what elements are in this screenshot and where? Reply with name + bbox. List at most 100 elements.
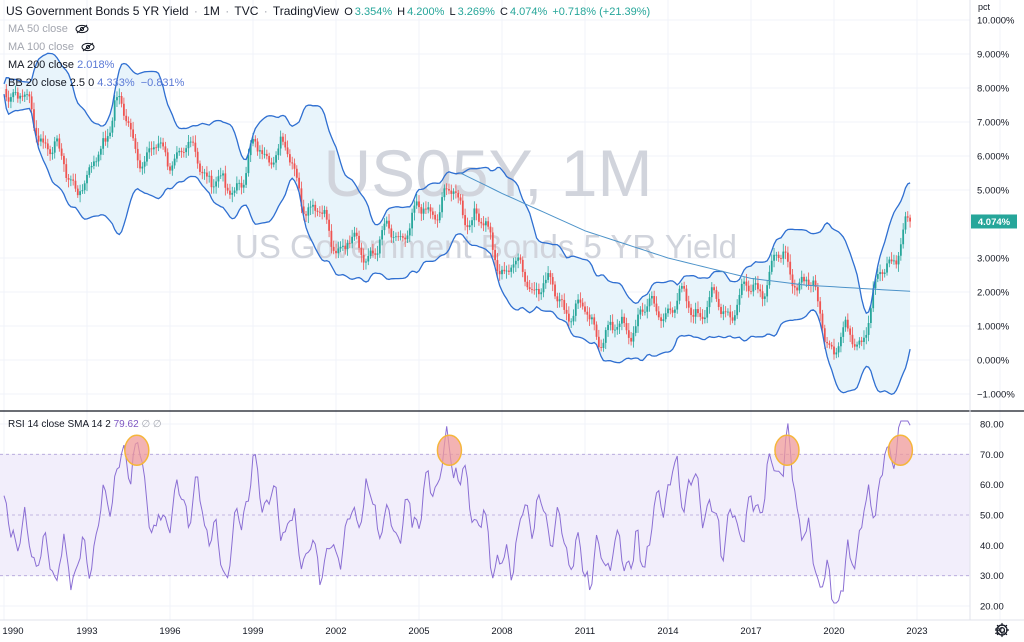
- candle-body: [429, 207, 432, 212]
- candle-body: [837, 346, 840, 353]
- candle-body: [567, 313, 570, 322]
- candle-body: [169, 166, 171, 171]
- candle-body: [415, 201, 418, 206]
- candle-body: [639, 309, 642, 315]
- interval[interactable]: 1M: [203, 4, 220, 18]
- time-tick-label: 2011: [575, 626, 595, 637]
- candle-body: [46, 143, 49, 150]
- gear-icon[interactable]: [994, 622, 1010, 638]
- candle-body: [768, 271, 771, 286]
- indicator-ma50-label: MA 50 close: [8, 23, 68, 35]
- candle-body: [893, 260, 895, 262]
- candle-body: [166, 152, 169, 167]
- candle-body: [531, 289, 533, 290]
- candle-body: [346, 242, 349, 250]
- candle-body: [441, 197, 443, 213]
- rsi-band: [0, 454, 970, 576]
- candle-body: [733, 315, 736, 321]
- candle-body: [378, 239, 381, 254]
- candle-body: [344, 245, 347, 250]
- candle-body: [770, 260, 773, 272]
- open-label: O: [344, 6, 353, 18]
- indicator-bb[interactable]: BB 20 close 2.5 0 4.333% −0.831%: [8, 76, 184, 90]
- price-tick-label: −1.000%: [977, 390, 1015, 401]
- candle-body: [821, 313, 824, 329]
- rsi-tick-label: 80.00: [980, 420, 1004, 431]
- overbought-highlight: [124, 434, 150, 467]
- candle-body: [185, 148, 188, 153]
- candle-body: [180, 150, 183, 153]
- candle-body: [353, 232, 356, 237]
- candle-body: [478, 213, 480, 222]
- candle-body: [263, 153, 266, 155]
- candle-body: [703, 317, 706, 320]
- rsi-tick-label: 40.00: [980, 541, 1004, 552]
- candle-body: [648, 298, 651, 307]
- candle-body: [113, 100, 116, 121]
- candle-body: [849, 328, 852, 335]
- indicator-ma100[interactable]: MA 100 close: [8, 40, 95, 54]
- candle-body: [222, 173, 224, 176]
- candle-body: [510, 267, 513, 272]
- candle-body: [826, 341, 828, 344]
- rsi-label: RSI 14 close SMA 14 2: [8, 419, 111, 430]
- eye-hidden-icon[interactable]: [81, 42, 95, 52]
- time-tick-label: 2005: [408, 626, 429, 637]
- candle-body: [79, 191, 81, 196]
- candle-body: [399, 236, 402, 237]
- bb-upper-line: [3, 52, 911, 315]
- candle-body: [579, 299, 582, 303]
- candle-body: [909, 217, 911, 222]
- candle-body: [473, 208, 476, 221]
- candle-body: [201, 171, 204, 174]
- candle-body: [717, 298, 720, 307]
- candle-body: [385, 220, 388, 224]
- bollinger-band-fill: [4, 53, 911, 395]
- candle-body: [102, 138, 105, 149]
- candle-body: [461, 200, 464, 216]
- indicator-ma100-label: MA 100 close: [8, 41, 75, 53]
- candle-body: [777, 254, 780, 259]
- overbought-highlight: [774, 434, 800, 467]
- candle-body: [362, 254, 365, 263]
- symbol-name[interactable]: US Government Bonds 5 YR Yield: [6, 4, 189, 18]
- overbought-highlight: [436, 434, 463, 467]
- candle-body: [219, 175, 222, 177]
- candle-body: [383, 223, 386, 231]
- candle-body: [139, 160, 141, 169]
- candle-body: [577, 299, 579, 304]
- candle-body: [650, 295, 653, 299]
- candle-body: [111, 120, 114, 133]
- indicator-ma50[interactable]: MA 50 close: [8, 22, 89, 36]
- candle-body: [418, 201, 420, 208]
- low-value: 3.269%: [457, 6, 495, 18]
- candle-body: [657, 311, 660, 318]
- eye-hidden-icon[interactable]: [75, 24, 89, 34]
- indicator-rsi[interactable]: RSI 14 close SMA 14 2 79.62 ∅ ∅: [8, 418, 162, 432]
- candle-body: [614, 329, 616, 331]
- candle-body: [823, 328, 826, 342]
- candle-body: [431, 211, 434, 215]
- candle-body: [466, 225, 469, 228]
- candle-body: [623, 316, 626, 324]
- candle-body: [858, 340, 861, 345]
- candle-body: [879, 272, 882, 275]
- candle-body: [715, 290, 718, 299]
- candle-body: [780, 258, 782, 259]
- candle-body: [305, 214, 307, 216]
- candle-body: [816, 287, 819, 302]
- candle-body: [395, 236, 397, 238]
- candle-body: [595, 324, 598, 337]
- exchange: TVC: [234, 4, 259, 18]
- candle-body: [369, 250, 372, 256]
- candle-body: [547, 273, 550, 280]
- candle-body: [904, 216, 907, 230]
- candle-body: [565, 309, 568, 314]
- candle-body: [106, 136, 109, 142]
- candle-body: [127, 121, 130, 123]
- candle-body: [217, 176, 220, 182]
- indicator-ma200[interactable]: MA 200 close 2.018%: [8, 58, 114, 72]
- candle-body: [58, 138, 61, 149]
- candle-body: [844, 319, 847, 328]
